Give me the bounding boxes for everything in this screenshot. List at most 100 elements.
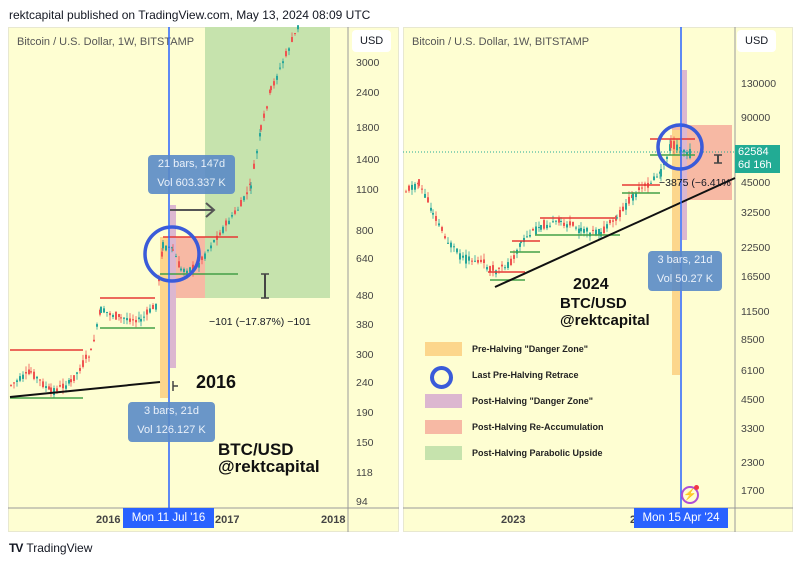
legend-swatch xyxy=(425,342,462,356)
candle xyxy=(563,222,565,226)
candle xyxy=(486,267,488,270)
candle xyxy=(492,265,494,271)
candle xyxy=(260,125,262,130)
candle xyxy=(85,354,87,359)
candle xyxy=(603,226,605,233)
notification-dot xyxy=(694,485,699,490)
candle xyxy=(679,147,681,149)
candle xyxy=(414,183,416,190)
candle xyxy=(146,309,148,315)
currency-button[interactable]: USD xyxy=(737,30,777,52)
y-tick: 4500 xyxy=(741,394,765,406)
candle xyxy=(48,386,50,390)
candle xyxy=(253,163,255,169)
candle xyxy=(513,255,515,259)
legend-label: Post-Halving Parabolic Upside xyxy=(472,448,603,458)
candle xyxy=(580,227,582,232)
candle xyxy=(45,386,47,389)
candle xyxy=(405,191,407,193)
candle xyxy=(165,245,167,251)
y-tick: 94 xyxy=(356,496,368,508)
candle xyxy=(59,385,61,387)
candle xyxy=(628,196,630,204)
candle xyxy=(616,217,618,219)
candle xyxy=(447,242,449,244)
candle xyxy=(468,256,470,261)
candle xyxy=(109,313,111,316)
y-tick: 22500 xyxy=(741,242,771,254)
candle xyxy=(598,228,600,236)
candle xyxy=(653,176,655,181)
candle xyxy=(288,48,290,51)
candle xyxy=(625,203,627,210)
candle xyxy=(161,251,163,257)
candle xyxy=(450,242,452,248)
candle xyxy=(155,303,157,310)
candle xyxy=(501,264,503,267)
candle xyxy=(519,243,521,247)
candle xyxy=(106,311,108,313)
y-tick: 480 xyxy=(356,290,374,302)
candle xyxy=(432,212,434,215)
candle xyxy=(566,224,568,228)
candle xyxy=(210,245,212,249)
candle xyxy=(234,210,236,214)
candle xyxy=(16,380,18,382)
x-tick: 2 xyxy=(630,514,636,526)
candle xyxy=(619,209,621,217)
candle xyxy=(103,308,105,313)
candle xyxy=(90,348,92,351)
last-pre-halving-retrace-circle xyxy=(143,225,201,283)
chart-panel-2024[interactable]: Bitcoin / U.S. Dollar, 1W, BITSTAMP USD xyxy=(403,27,793,532)
candle xyxy=(523,237,525,243)
candle xyxy=(192,264,194,271)
tradingview-logo[interactable]: TV TradingView xyxy=(9,541,92,555)
candle xyxy=(635,192,637,198)
candle xyxy=(676,144,678,151)
trend-line xyxy=(494,177,736,288)
candle xyxy=(459,253,461,260)
handle-label: @rektcapital xyxy=(560,312,650,329)
year-label: 2024 xyxy=(573,276,609,293)
candle xyxy=(96,324,98,327)
candle xyxy=(504,267,506,269)
candle xyxy=(569,221,571,226)
candle xyxy=(143,316,145,318)
x-tick: 2016 xyxy=(96,514,121,526)
candle xyxy=(273,81,275,86)
candle xyxy=(269,89,271,94)
candle xyxy=(438,223,440,226)
post-halving-danger-zone xyxy=(170,205,176,368)
candle xyxy=(572,221,574,226)
last-price: 62584 xyxy=(738,146,769,158)
x-tick: 2017 xyxy=(215,514,240,526)
candle xyxy=(609,219,611,224)
candle xyxy=(600,231,602,237)
candle xyxy=(520,241,522,243)
candle xyxy=(462,255,464,258)
circle-swatch xyxy=(430,366,453,389)
candle xyxy=(28,369,30,375)
candle xyxy=(586,227,588,232)
candle xyxy=(263,113,265,118)
candle xyxy=(489,266,491,272)
crosshair-date-label: Mon 11 Jul '16 xyxy=(123,508,214,528)
measure-label: −101 (−17.87%) −101 xyxy=(209,316,311,328)
candle xyxy=(612,220,614,222)
candle xyxy=(82,360,84,367)
candle xyxy=(152,305,154,310)
lightning-icon[interactable]: ⚡ xyxy=(681,486,699,504)
candle xyxy=(552,221,554,223)
candle xyxy=(180,268,182,271)
y-tick: 118 xyxy=(356,467,373,479)
candle xyxy=(291,37,293,42)
candle xyxy=(430,207,432,211)
candle xyxy=(33,371,35,379)
currency-button[interactable]: USD xyxy=(352,30,392,52)
pre-halving-danger-zone xyxy=(160,237,168,398)
y-tick: 1400 xyxy=(356,154,380,166)
candle xyxy=(175,256,177,258)
candle xyxy=(535,226,537,235)
publish-info: rektcapital published on TradingView.com… xyxy=(9,8,371,22)
candle xyxy=(471,260,473,262)
